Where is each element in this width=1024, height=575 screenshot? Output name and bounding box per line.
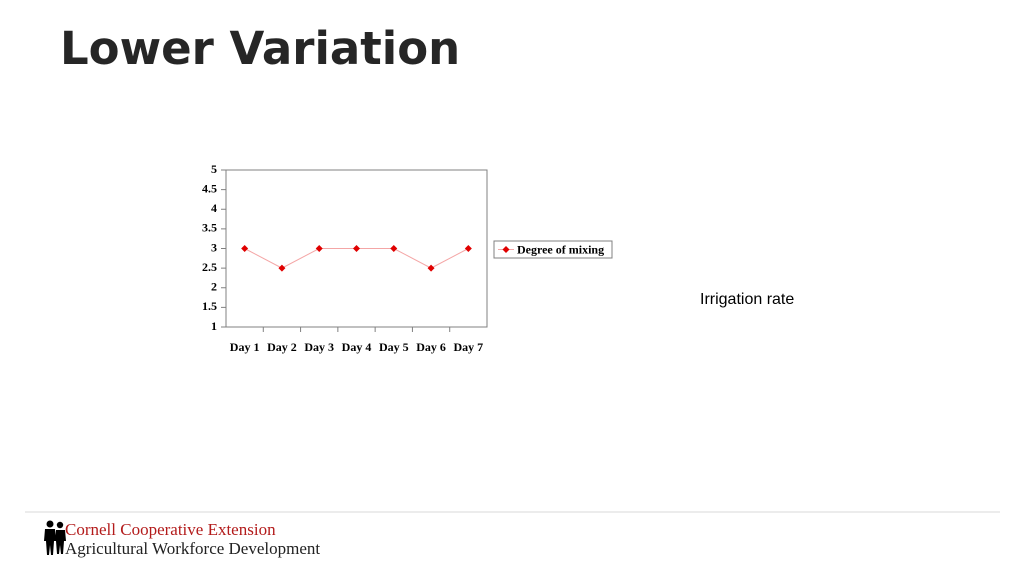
data-point	[353, 245, 360, 252]
x-tick-label: Day 1	[230, 340, 260, 354]
logo-figures	[44, 520, 66, 555]
y-tick-label: 3	[211, 240, 217, 254]
x-tick-label: Day 5	[379, 340, 409, 354]
y-tick-label: 4	[211, 201, 217, 215]
y-tick-label: 1.5	[202, 299, 217, 313]
x-tick-label: Day 7	[454, 340, 484, 354]
data-point	[427, 264, 435, 272]
x-tick-label: Day 6	[416, 340, 446, 354]
legend-marker	[502, 246, 510, 253]
y-tick-label: 1	[211, 319, 217, 333]
side-label: Irrigation rate	[700, 291, 794, 308]
x-tick-label: Day 3	[304, 340, 334, 354]
slide-title: Lower Variation	[60, 22, 460, 75]
data-point	[315, 245, 323, 252]
chart: 1 1.5 2 2.5 3 3.5 4 4.5 5 Day 1 Day 2 Day 3 Day 4 Day…	[202, 162, 613, 354]
data-point	[241, 245, 249, 252]
y-tick-label: 2	[211, 280, 217, 294]
footer-program: Agricultural Workforce Development	[65, 539, 320, 558]
footer-org: Cornell Cooperative Extension	[65, 520, 276, 539]
y-tick-label: 4.5	[202, 181, 217, 195]
x-tick-label: Day 4	[342, 340, 372, 354]
y-tick-label: 2.5	[202, 260, 217, 274]
x-tick-label: Day 2	[267, 340, 297, 354]
y-tick-label: 3.5	[202, 221, 217, 235]
data-point	[390, 245, 398, 252]
legend-box	[493, 240, 613, 259]
y-tick-label: 5	[211, 162, 217, 176]
data-point	[464, 245, 472, 252]
legend-label: Degree of mixing	[517, 242, 604, 256]
data-point	[278, 264, 286, 272]
